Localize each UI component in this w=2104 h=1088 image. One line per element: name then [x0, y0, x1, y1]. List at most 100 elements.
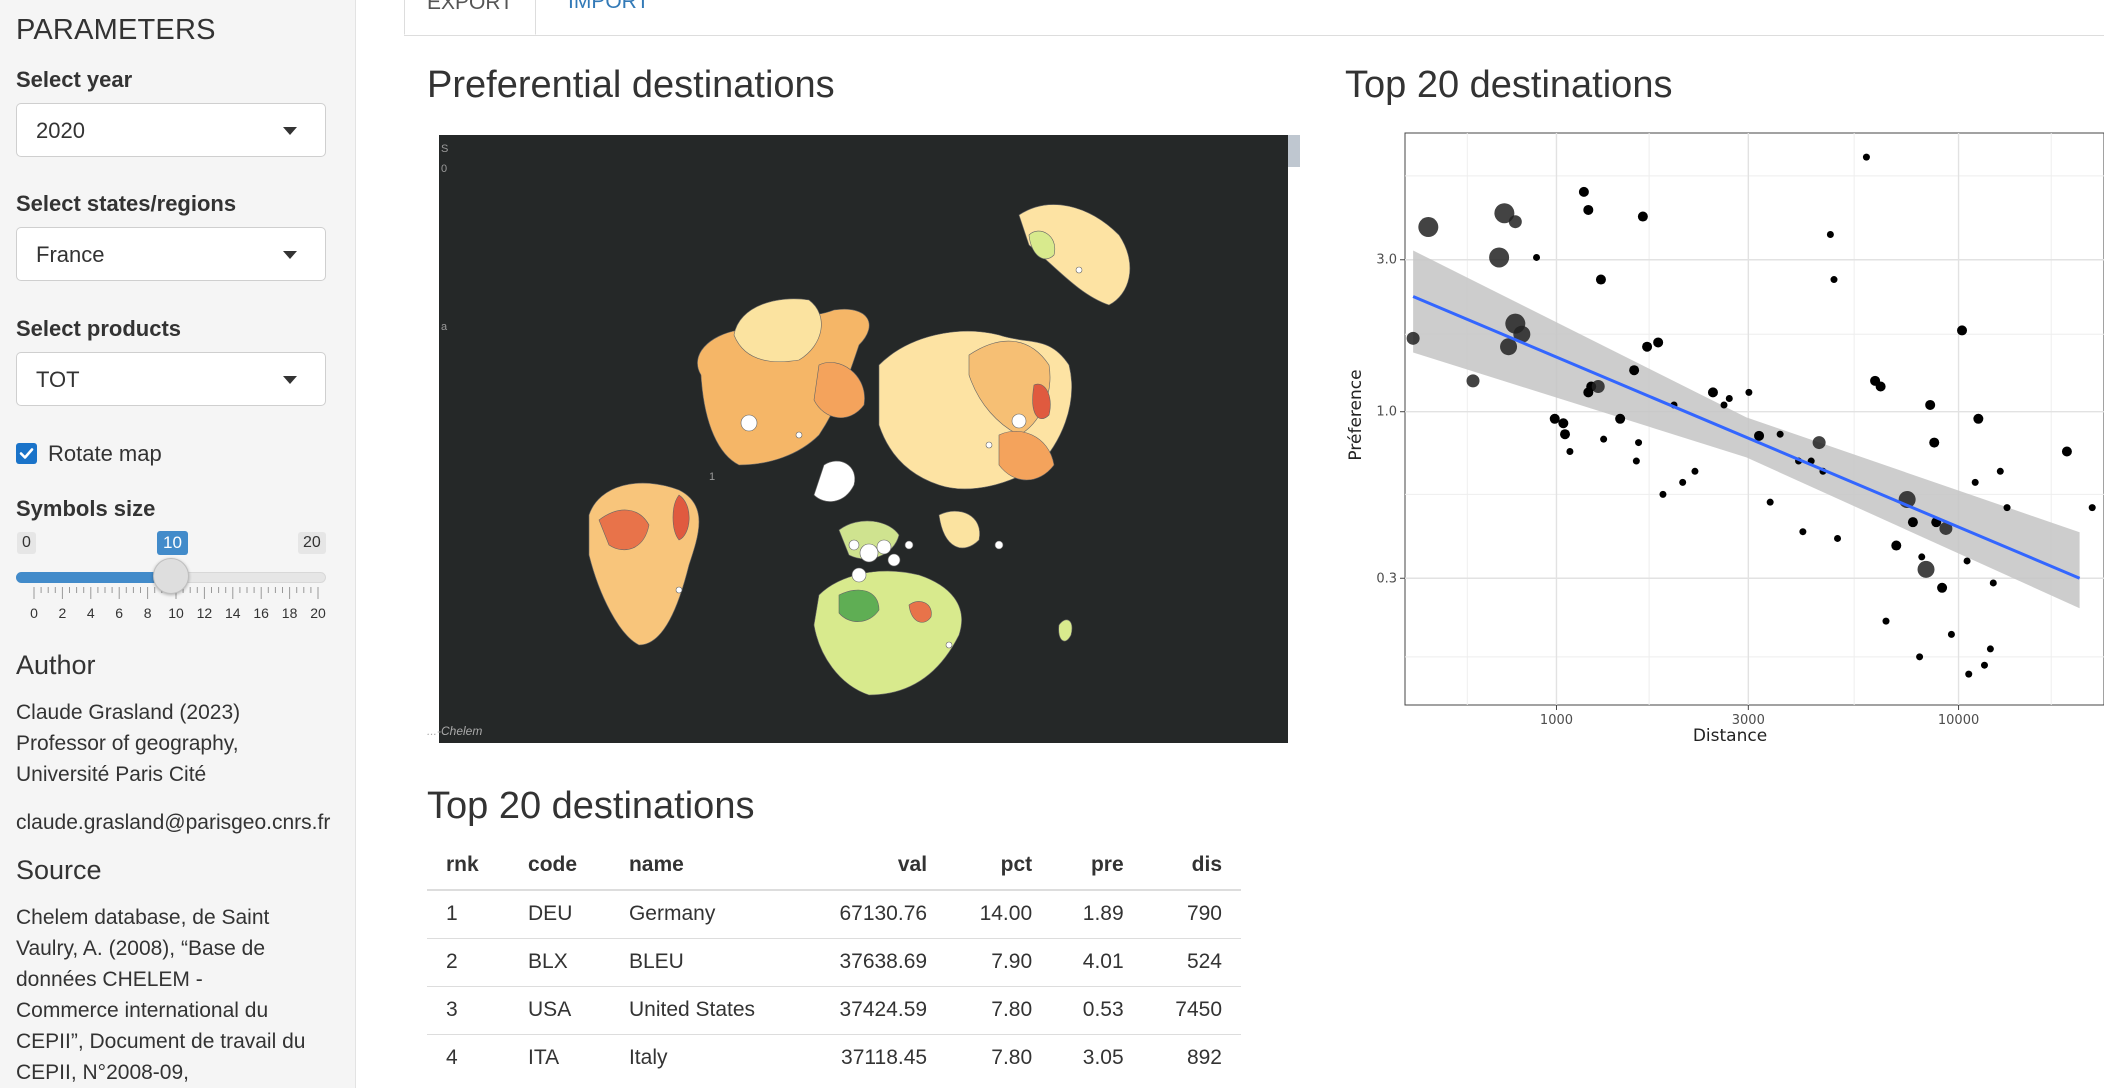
- map-region-greenland: [733, 298, 822, 363]
- data-point: [1659, 490, 1667, 498]
- data-point: [1971, 478, 1979, 486]
- table-cell: 4: [427, 1033, 510, 1082]
- slider-tick-label: 18: [281, 605, 298, 621]
- source-line: CEPII, N°2008-09,: [16, 1061, 189, 1084]
- map-symbol: [887, 553, 901, 567]
- states-select[interactable]: France: [16, 227, 326, 281]
- data-point: [1508, 215, 1522, 229]
- data-point: [1558, 418, 1569, 429]
- year-select[interactable]: 2020: [16, 103, 326, 157]
- map-symbol: [876, 539, 892, 555]
- map-region-canada: [813, 362, 865, 419]
- table-cell: 524: [1142, 937, 1241, 986]
- data-point: [1996, 467, 2004, 475]
- data-point: [1635, 439, 1643, 447]
- data-point: [1720, 401, 1728, 409]
- y-tick-label: 0.3: [1376, 571, 1397, 586]
- data-point: [1875, 381, 1886, 392]
- map-symbol: [994, 540, 1004, 550]
- col-header-pct[interactable]: pct: [946, 840, 1052, 891]
- map-symbol: [904, 540, 914, 550]
- table-header-row: rnk code name val pct pre dis: [427, 840, 1241, 891]
- data-point: [1600, 435, 1608, 443]
- states-label: Select states/regions: [16, 191, 237, 216]
- data-point: [1691, 467, 1699, 475]
- year-select-value: 2020: [36, 118, 85, 143]
- tab-import[interactable]: IMPORT: [568, 0, 650, 13]
- data-point: [1980, 661, 1988, 669]
- check-icon: [19, 448, 34, 459]
- data-point: [1489, 247, 1510, 268]
- products-select[interactable]: TOT: [16, 352, 326, 406]
- data-point: [1494, 203, 1515, 224]
- slider-handle[interactable]: [153, 558, 189, 594]
- rotate-map-label[interactable]: Rotate map: [48, 441, 162, 466]
- data-point: [1578, 186, 1589, 197]
- table-cell: ITA: [509, 1033, 610, 1082]
- states-select-value: France: [36, 242, 105, 267]
- author-line: Université Paris Cité: [16, 763, 207, 786]
- data-point: [2003, 504, 2011, 512]
- slider-tick-label: 16: [253, 605, 269, 621]
- col-header-pre[interactable]: pre: [1051, 840, 1143, 891]
- table-cell: 2: [427, 937, 510, 986]
- data-point: [1826, 231, 1834, 239]
- data-point: [1891, 540, 1902, 551]
- col-header-name[interactable]: name: [609, 840, 801, 891]
- data-point: [1939, 521, 1953, 535]
- col-header-val[interactable]: val: [800, 840, 947, 891]
- data-point: [2061, 446, 2072, 457]
- table-cell: 37638.69: [800, 937, 947, 986]
- slider-tick-label: 6: [115, 605, 124, 621]
- data-point: [1513, 325, 1531, 343]
- slider-max-label: 20: [298, 532, 326, 554]
- table-cell: 37118.45: [800, 1033, 947, 1082]
- col-header-dis[interactable]: dis: [1142, 840, 1241, 891]
- map-symbol: [675, 586, 683, 594]
- table-cell: 37424.59: [800, 985, 947, 1034]
- tab-export[interactable]: EXPORT: [404, 0, 536, 35]
- col-header-code[interactable]: code: [509, 840, 610, 891]
- data-point: [1418, 217, 1439, 238]
- map-side-handle[interactable]: [1288, 135, 1300, 167]
- table-title: Top 20 destinations: [427, 785, 755, 827]
- map-region-africa: [813, 570, 962, 696]
- map-region-middle-east: [938, 510, 980, 549]
- trend-line: [1412, 295, 2081, 580]
- map-title: Preferential destinations: [427, 64, 835, 106]
- source-line: Commerce international du: [16, 999, 269, 1022]
- symbols-size-label: Symbols size: [16, 496, 156, 521]
- data-point: [1776, 430, 1784, 438]
- rotate-map-checkbox[interactable]: [16, 443, 37, 464]
- destinations-map[interactable]: S 0 a 1: [439, 135, 1288, 743]
- data-point: [1834, 534, 1842, 542]
- map-symbol: [848, 539, 860, 551]
- map-label-fragment: 0: [441, 163, 448, 175]
- table-cell: 7.80: [946, 985, 1052, 1034]
- destinations-table: rnk code name val pct pre dis 1 DEU Germ…: [427, 840, 1241, 1082]
- map-region-japan: [1018, 204, 1131, 306]
- map-region-southeast-asia: [1028, 230, 1056, 260]
- slider-min-label: 0: [17, 532, 36, 554]
- data-point: [1707, 387, 1718, 398]
- chevron-down-icon: [283, 376, 297, 384]
- table-cell: United States: [609, 985, 801, 1034]
- data-point: [1637, 211, 1648, 222]
- slider-tick-label: 10: [168, 605, 184, 621]
- map-symbol: [1075, 266, 1083, 274]
- data-point: [1907, 517, 1918, 528]
- col-header-rnk[interactable]: rnk: [427, 840, 510, 891]
- scatter-plot: 1000 3000 10000 0.3 1.0 3.0 Distance Préference: [1346, 132, 2104, 746]
- table-cell: 7.90: [946, 937, 1052, 986]
- map-label-fragment: S: [441, 143, 449, 155]
- data-point: [1406, 331, 1420, 345]
- author-text: Claude Grasland (2023) Professor of geog…: [16, 697, 346, 790]
- data-point: [2088, 504, 2096, 512]
- data-point: [1812, 436, 1826, 450]
- table-cell: USA: [509, 985, 610, 1034]
- table-cell: 892: [1142, 1033, 1241, 1082]
- author-line: Claude Grasland (2023): [16, 701, 241, 724]
- data-point: [1560, 429, 1571, 440]
- table-row: 1 DEU Germany 67130.76 14.00 1.89 790: [427, 889, 1241, 938]
- y-tick-label: 3.0: [1376, 253, 1397, 268]
